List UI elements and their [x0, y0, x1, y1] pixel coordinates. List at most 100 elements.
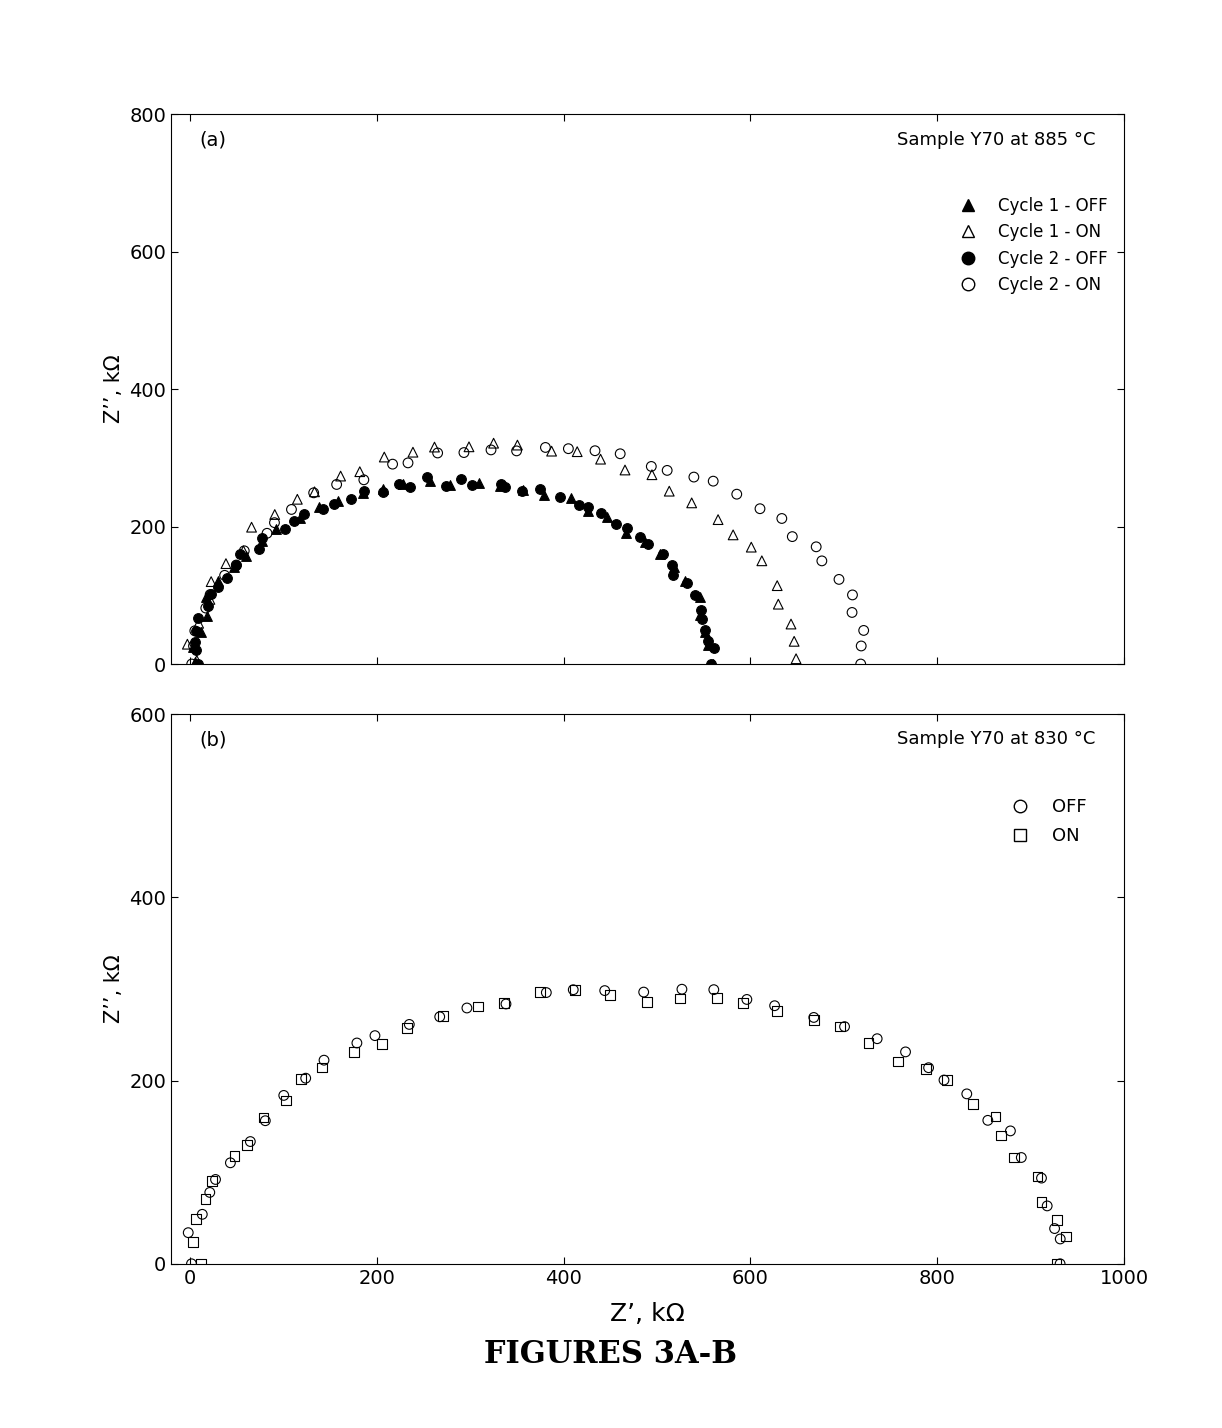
Point: [183, 634, 203, 657]
Point: [275, 517, 295, 540]
Point: [699, 630, 719, 653]
Point: [290, 507, 309, 530]
Point: [188, 607, 208, 630]
Point: [233, 540, 253, 563]
Point: [935, 1068, 954, 1091]
Legend: Cycle 1 - OFF, Cycle 1 - ON, Cycle 2 - OFF, Cycle 2 - ON: Cycle 1 - OFF, Cycle 1 - ON, Cycle 2 - O…: [943, 188, 1116, 303]
Point: [704, 978, 723, 1001]
Point: [183, 635, 203, 658]
Point: [563, 978, 583, 1001]
Point: [436, 474, 456, 497]
Point: [782, 526, 802, 548]
Text: (b): (b): [199, 731, 227, 750]
Point: [692, 598, 711, 621]
Point: [512, 480, 532, 503]
Point: [1037, 1194, 1057, 1217]
Point: [551, 486, 571, 508]
Point: [566, 978, 585, 1001]
Point: [186, 638, 205, 661]
Point: [403, 441, 423, 464]
Point: [224, 555, 243, 578]
Point: [255, 1110, 275, 1132]
Point: [197, 604, 216, 627]
Point: [200, 583, 220, 605]
Point: [896, 1041, 915, 1064]
Point: [830, 568, 849, 591]
Point: [737, 988, 756, 1011]
Point: [189, 611, 209, 634]
Point: [606, 513, 626, 536]
Point: [704, 637, 723, 660]
Point: [468, 995, 488, 1018]
Point: [684, 584, 704, 607]
Point: [200, 1181, 220, 1204]
Point: [660, 480, 679, 503]
Point: [276, 1090, 296, 1112]
Point: [265, 511, 285, 534]
Point: [1057, 1225, 1077, 1248]
Point: [183, 1231, 203, 1254]
Point: [202, 570, 221, 593]
Point: [400, 1012, 419, 1035]
Point: [457, 997, 477, 1020]
Point: [695, 620, 715, 643]
Point: [507, 434, 527, 457]
Point: [365, 1024, 385, 1047]
Point: [455, 441, 474, 464]
Point: [192, 1252, 211, 1275]
Point: [331, 464, 351, 487]
Point: [1031, 1191, 1051, 1214]
Point: [1012, 1147, 1031, 1170]
Point: [428, 441, 447, 464]
Point: [186, 650, 205, 673]
Y-axis label: Z’’, kΩ: Z’’, kΩ: [104, 354, 123, 424]
Point: [635, 531, 655, 554]
Point: [291, 1068, 310, 1091]
Point: [186, 620, 205, 643]
Point: [327, 490, 347, 513]
Point: [709, 508, 728, 531]
Point: [182, 653, 202, 675]
Point: [852, 634, 871, 657]
Point: [637, 991, 656, 1014]
Point: [353, 481, 373, 504]
Point: [309, 496, 329, 518]
Point: [425, 436, 445, 458]
Point: [397, 1017, 417, 1040]
Point: [430, 1005, 450, 1028]
Point: [284, 510, 303, 533]
Point: [634, 981, 654, 1004]
Point: [657, 458, 677, 481]
Point: [200, 588, 220, 611]
Point: [398, 451, 418, 474]
Point: [536, 981, 556, 1004]
Point: [600, 984, 620, 1007]
Point: [191, 621, 210, 644]
Point: [670, 987, 689, 1010]
Point: [690, 585, 710, 608]
Point: [484, 431, 503, 454]
Point: [638, 533, 657, 555]
Point: [295, 503, 314, 526]
Point: [1045, 1217, 1064, 1240]
Point: [690, 604, 710, 627]
Point: [615, 458, 634, 481]
Point: [236, 544, 255, 567]
Y-axis label: Z’’, kΩ: Z’’, kΩ: [104, 954, 123, 1024]
Point: [507, 440, 527, 463]
Point: [186, 631, 205, 654]
Point: [382, 453, 402, 476]
Point: [266, 518, 286, 541]
Point: [481, 438, 501, 461]
Point: [265, 503, 285, 526]
Point: [349, 460, 369, 483]
Point: [916, 1058, 936, 1081]
Point: [676, 570, 695, 593]
Point: [1047, 1252, 1067, 1275]
Point: [241, 1130, 260, 1152]
Point: [558, 437, 578, 460]
Point: [252, 530, 271, 553]
Point: [221, 1151, 241, 1174]
Point: [727, 483, 747, 506]
Point: [631, 526, 650, 548]
